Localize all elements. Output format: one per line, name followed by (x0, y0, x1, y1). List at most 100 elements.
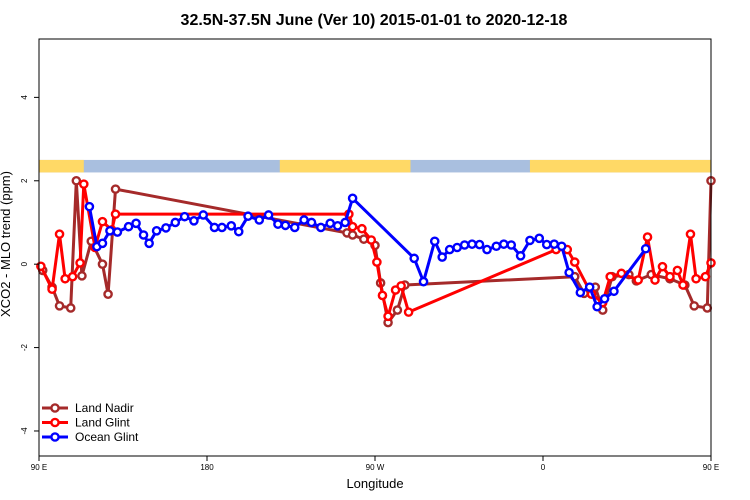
data-point (541, 239, 552, 250)
y-tick-label: 2 (20, 178, 29, 183)
data-point (138, 230, 149, 240)
data-point (254, 215, 265, 225)
y-tick-label: -2 (20, 343, 29, 351)
x-axis-label: Longitude (346, 476, 403, 491)
data-point (640, 243, 651, 254)
data-point (515, 251, 526, 261)
data-point (575, 287, 586, 298)
data-point (347, 221, 358, 232)
data-point (47, 284, 57, 295)
x-tick-label: 90 E (31, 463, 47, 472)
data-point (170, 217, 181, 228)
data-point (392, 305, 403, 315)
land-segment (39, 159, 84, 173)
data-point (54, 229, 65, 239)
y-tick-label: 0 (20, 261, 29, 266)
data-point (409, 253, 420, 264)
data-point (198, 210, 209, 220)
data-point (650, 275, 660, 285)
data-point (71, 175, 82, 186)
data-point (702, 303, 713, 313)
data-point (123, 221, 134, 232)
data-point (564, 267, 574, 278)
land-ocean-band (39, 159, 711, 173)
data-point (299, 215, 309, 225)
data-point (110, 184, 121, 194)
data-point (97, 238, 108, 249)
data-point (316, 222, 326, 233)
data-point (54, 301, 65, 311)
land-segment (529, 159, 711, 173)
data-point (700, 271, 711, 282)
data-point (584, 282, 595, 292)
data-point (691, 273, 701, 284)
data-point (84, 201, 95, 212)
data-point (609, 286, 619, 297)
data-point (437, 252, 448, 262)
land-segment (279, 159, 411, 173)
data-point (273, 219, 283, 229)
chart-title: 32.5N-37.5N June (Ver 10) 2015-01-01 to … (181, 12, 568, 29)
x-tick-label: 90 E (703, 463, 719, 472)
x-tick-label: 90 W (366, 463, 385, 472)
series (37, 175, 716, 328)
series-line (41, 179, 713, 325)
data-point (498, 239, 509, 249)
data-point (396, 281, 406, 291)
data-point (60, 273, 70, 284)
x-tick-label: 180 (200, 463, 214, 472)
legend-item: Land Nadir (42, 401, 134, 415)
data-point (685, 229, 696, 239)
data-point (97, 216, 108, 227)
data-point (452, 242, 462, 253)
data-point (689, 301, 700, 311)
data-point (79, 179, 89, 189)
data-point (110, 209, 121, 219)
data-point (75, 258, 85, 268)
data-point (357, 223, 367, 234)
data-point (226, 221, 237, 231)
data-point (429, 236, 440, 247)
data-point (243, 211, 253, 222)
data-point (233, 226, 244, 237)
data-point (332, 221, 343, 231)
series (84, 193, 651, 312)
data-point (325, 218, 336, 229)
data-point (289, 222, 300, 233)
data-point (383, 311, 393, 322)
legend-label: Land Glint (75, 416, 130, 430)
data-point (131, 218, 141, 229)
data-point (569, 257, 580, 267)
data-point (678, 280, 688, 290)
legend-item: Ocean Glint (42, 430, 139, 444)
data-point (418, 276, 429, 287)
data-point (672, 265, 683, 276)
data-point (189, 216, 199, 226)
data-point (444, 244, 455, 255)
y-axis: -4 -2 0 2 4 (20, 95, 39, 435)
data-point (377, 290, 388, 301)
data-point (605, 271, 616, 282)
data-point (491, 241, 502, 252)
data-point (103, 289, 113, 300)
data-point (161, 223, 171, 233)
data-point (306, 217, 317, 228)
data-point (474, 239, 485, 250)
data-point (549, 239, 560, 249)
data-point (459, 240, 470, 250)
data-point (665, 271, 675, 282)
data-point (467, 239, 477, 249)
data-point (482, 244, 492, 255)
x-tick-label: 0 (541, 463, 546, 472)
y-tick-label: 4 (20, 95, 29, 100)
data-point (347, 193, 358, 204)
data-point (556, 241, 567, 252)
legend-item: Land Glint (42, 416, 130, 430)
data-point (112, 227, 123, 237)
data-point (65, 303, 76, 313)
data-point (105, 226, 115, 236)
y-axis-label: XCO2 - MLO trend (ppm) (0, 171, 13, 317)
data-point (506, 240, 517, 250)
